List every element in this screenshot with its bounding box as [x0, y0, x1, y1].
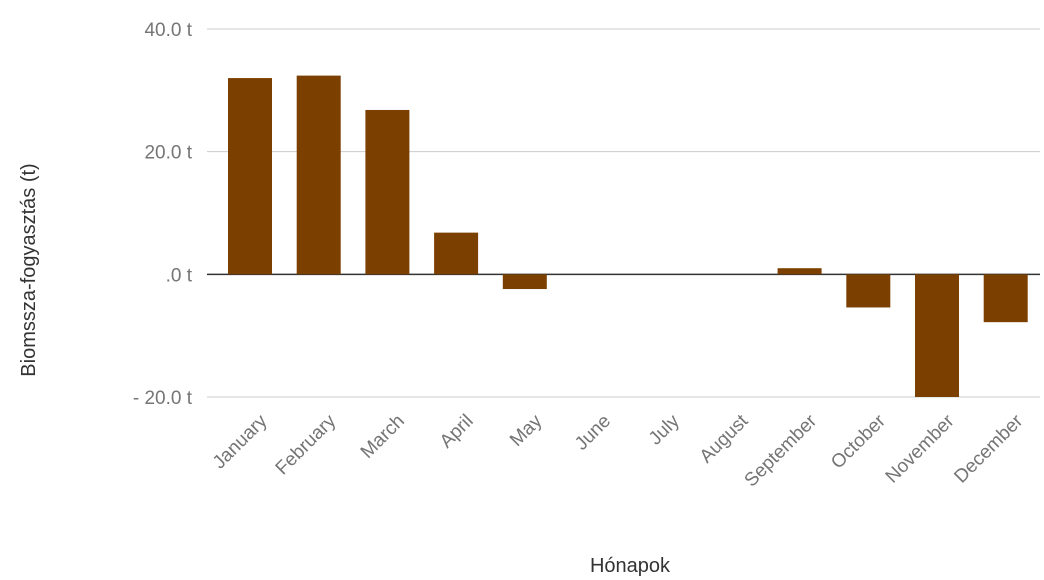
- x-tick-label: November: [882, 410, 959, 487]
- x-tick-label: July: [645, 410, 684, 449]
- x-tick-label: January: [209, 410, 272, 473]
- y-tick-label: 20.0 t: [144, 143, 192, 164]
- bar-march: [365, 109, 410, 275]
- bar-september: [777, 268, 822, 275]
- bar-december: [983, 274, 1028, 323]
- y-tick-label: 40.0 t: [144, 20, 192, 41]
- x-tick-label: May: [506, 410, 547, 451]
- x-axis-categories: January February March April May June July Augu…: [209, 410, 1028, 491]
- bar-february: [296, 75, 341, 275]
- bars: [228, 75, 1028, 397]
- bar-april: [434, 232, 479, 275]
- gridlines: [207, 28, 1040, 398]
- x-tick-label: June: [571, 411, 615, 455]
- y-tick-label: .0 t: [166, 265, 193, 286]
- x-tick-label: September: [741, 410, 822, 491]
- bar-january: [228, 78, 272, 275]
- x-tick-label: February: [272, 410, 341, 479]
- bar-november: [915, 274, 959, 397]
- x-axis-title: Hónapok: [590, 555, 671, 577]
- bar-october: [846, 274, 891, 308]
- x-tick-label: October: [827, 410, 890, 473]
- y-axis-ticks: 40.0 t 20.0 t .0 t - 20.0 t: [133, 20, 193, 409]
- x-tick-label: March: [357, 411, 409, 463]
- x-tick-label: April: [436, 411, 478, 453]
- x-tick-label: August: [696, 410, 753, 467]
- x-tick-label: December: [950, 410, 1027, 487]
- y-tick-label: - 20.0 t: [133, 388, 193, 409]
- y-axis-title: Biomssza-fogyasztás (t): [18, 163, 40, 376]
- bar-may: [502, 274, 547, 290]
